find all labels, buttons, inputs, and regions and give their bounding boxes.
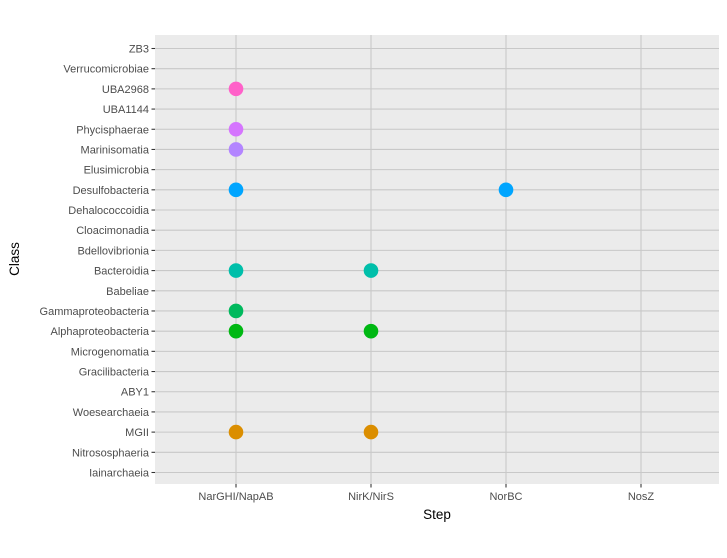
data-point	[363, 263, 379, 278]
data-point	[363, 424, 379, 440]
y-tick-label: Cloacimonadia	[76, 225, 150, 237]
y-tick-label: Verrucomicrobiae	[63, 64, 149, 76]
x-axis: NarGHI/NapAB NirK/NirS NorBC NosZ	[198, 484, 654, 503]
y-tick-label: Gracilibacteria	[79, 367, 150, 379]
y-tick-label: Gammaproteobacteria	[40, 306, 150, 318]
data-points	[228, 81, 514, 440]
data-point	[228, 81, 244, 97]
y-tick-label: ABY1	[121, 387, 149, 399]
plot-panel	[155, 35, 719, 484]
y-tick-label: Microgenomatia	[71, 346, 150, 358]
y-tick-label: UBA2968	[102, 84, 149, 96]
x-tick-label: NirK/NirS	[348, 491, 394, 503]
data-point	[228, 142, 244, 157]
data-point	[228, 182, 244, 198]
y-tick-label: Bdellovibrionia	[77, 245, 149, 257]
y-tick-label: Marinisomatia	[81, 144, 150, 156]
data-point	[228, 263, 244, 278]
x-tick-label: NarGHI/NapAB	[198, 491, 273, 503]
x-axis-title: Step	[423, 507, 451, 522]
y-tick-label: UBA1144	[103, 104, 149, 116]
y-tick-label: Babeliae	[106, 286, 149, 298]
y-gridlines	[155, 47, 719, 474]
y-tick-label: ZB3	[129, 44, 149, 56]
x-gridlines	[235, 35, 642, 484]
data-point	[498, 182, 514, 198]
data-point	[228, 303, 244, 319]
x-tick-label: NorBC	[489, 491, 522, 503]
y-tick-label: Dehalococcoidia	[68, 205, 150, 217]
x-tick-label: NosZ	[628, 491, 655, 503]
y-tick-label: Phycisphaerae	[76, 124, 149, 136]
y-tick-label: Alphaproteobacteria	[51, 326, 150, 338]
data-point	[363, 323, 379, 339]
y-tick-label: Nitrososphaeria	[72, 447, 150, 459]
y-axis: ZB3 Verrucomicrobiae UBA2968 UBA1144 Phycisp…	[40, 44, 155, 479]
y-tick-label: Woesearchaeia	[73, 407, 150, 419]
data-point	[228, 121, 244, 137]
y-tick-label: Bacteroidia	[94, 266, 150, 278]
y-tick-label: Desulfobacteria	[73, 185, 150, 197]
y-tick-label: Elusimicrobia	[84, 165, 150, 177]
data-point	[228, 323, 244, 339]
y-tick-label: Iainarchaeia	[89, 467, 150, 479]
y-tick-label: MGII	[125, 427, 149, 439]
data-point	[228, 424, 244, 440]
y-axis-title: Class	[7, 242, 22, 276]
